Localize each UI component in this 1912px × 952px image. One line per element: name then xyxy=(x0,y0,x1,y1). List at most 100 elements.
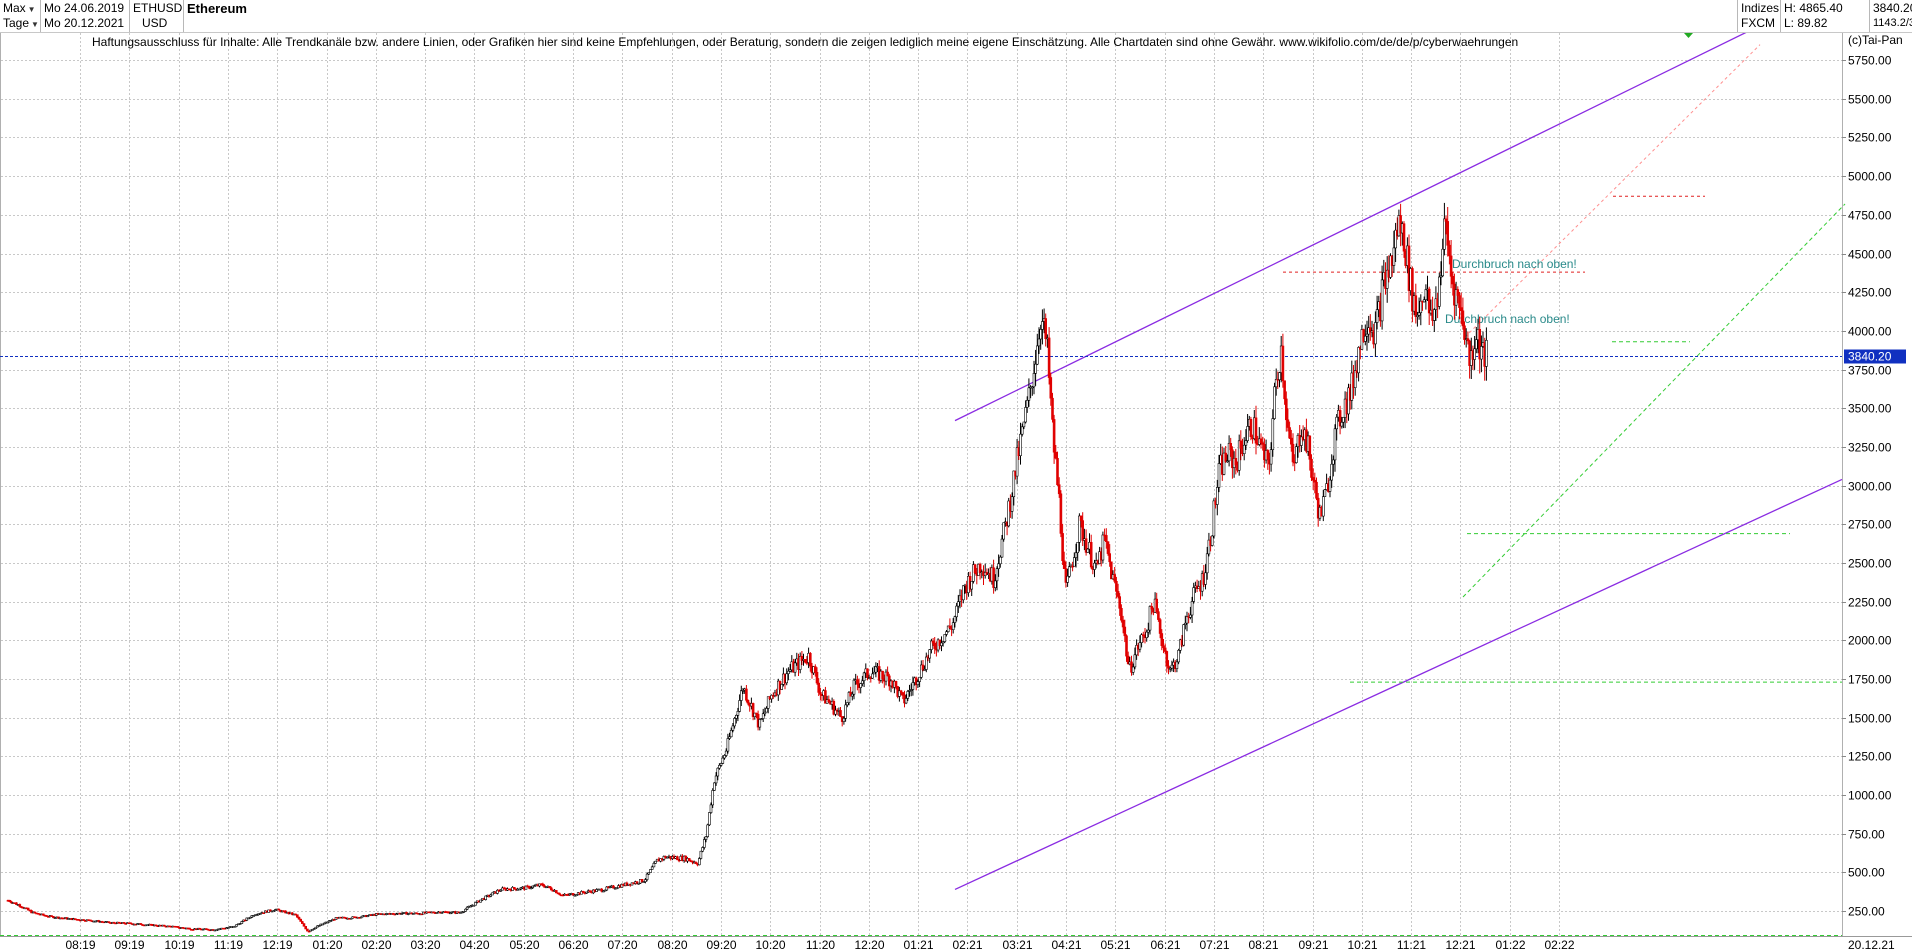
candle-body xyxy=(1163,647,1167,652)
candle-body xyxy=(122,922,126,924)
candle-body xyxy=(724,750,728,756)
candle-body xyxy=(615,887,619,890)
candle-body xyxy=(708,812,711,826)
candle-body xyxy=(1133,654,1137,668)
candle-body xyxy=(1157,611,1160,620)
candle-body xyxy=(1073,557,1076,567)
candle-body xyxy=(1160,633,1164,646)
candle-body xyxy=(1454,289,1458,306)
green-support-diagonal xyxy=(1462,203,1846,598)
candle-body xyxy=(761,713,765,719)
candle-body xyxy=(738,700,741,712)
date-from: Mo 24.06.2019 xyxy=(44,1,125,15)
candle-body xyxy=(955,605,958,618)
candle-body xyxy=(41,913,45,916)
chart-header: Max ▼ Tage ▼ Mo 24.06.2019 Mo 20.12.2021 E… xyxy=(0,0,1912,33)
candle-body xyxy=(1466,338,1470,342)
candle-body xyxy=(1079,515,1083,521)
y-tick-label: 5000.00 xyxy=(1848,170,1892,184)
candle-body xyxy=(326,921,329,924)
candle-body xyxy=(676,856,679,861)
y-tick-label: 2000.00 xyxy=(1848,634,1892,648)
candle-body xyxy=(1357,347,1360,374)
lower-trend-channel xyxy=(954,478,1843,891)
candle-body xyxy=(1332,459,1335,465)
high-value: H: 4865.40 xyxy=(1784,1,1843,15)
candle-body xyxy=(262,912,266,915)
x-tick-label: 10:19 xyxy=(164,938,194,952)
x-tick-label: 04:21 xyxy=(1051,938,1081,952)
candle-body xyxy=(1210,535,1214,546)
candle-body xyxy=(1074,552,1078,558)
candle-body xyxy=(956,601,960,607)
candle-body xyxy=(302,923,306,927)
candle-body xyxy=(904,698,908,704)
candle-body xyxy=(549,887,553,891)
candle-body xyxy=(1291,443,1295,463)
candle-body xyxy=(605,886,609,891)
x-tick-label: 03:21 xyxy=(1002,938,1032,952)
candle-body xyxy=(713,782,716,791)
candle-body xyxy=(1414,295,1418,318)
candle-body xyxy=(359,916,363,919)
candle-body xyxy=(1105,535,1108,543)
candle-body xyxy=(649,869,652,873)
candle-body xyxy=(1433,309,1436,321)
x-tick-label: 03:20 xyxy=(410,938,440,952)
date-range: Mo 24.06.2019 Mo 20.12.2021 xyxy=(41,0,130,32)
candle-body xyxy=(850,693,854,697)
chevron-down-icon[interactable]: ▼ xyxy=(27,5,36,14)
candle-body xyxy=(1234,457,1238,466)
candle-body xyxy=(1380,279,1384,322)
x-tick-label: 08:21 xyxy=(1248,938,1278,952)
candle-body xyxy=(1205,553,1209,574)
range-selector[interactable]: Max ▼ Tage ▼ xyxy=(0,0,41,32)
candle-body xyxy=(1116,591,1120,597)
candle-body xyxy=(697,858,701,866)
candle-body xyxy=(941,641,945,644)
candle-body xyxy=(1271,418,1275,451)
x-tick-label: 05:21 xyxy=(1100,938,1130,952)
candle-body xyxy=(1338,410,1342,427)
x-tick-label: 07:20 xyxy=(607,938,637,952)
candle-body xyxy=(524,885,528,890)
candle-body xyxy=(845,702,849,706)
candle-body xyxy=(726,738,730,752)
candle-body xyxy=(188,927,191,930)
candle-body xyxy=(176,926,180,928)
candle-body xyxy=(18,904,22,907)
x-tick-label: 09:19 xyxy=(114,938,144,952)
currency: USD xyxy=(142,16,168,30)
candle-body xyxy=(961,585,965,601)
candle-body xyxy=(1244,440,1248,446)
candle-body xyxy=(650,866,654,870)
candle-body xyxy=(908,690,911,692)
candle-body xyxy=(1239,440,1243,449)
candle-body xyxy=(1323,489,1327,498)
candle-body xyxy=(745,688,748,701)
candle-body xyxy=(898,690,901,697)
candle-body xyxy=(1167,665,1170,669)
candle-body xyxy=(874,666,878,673)
chevron-down-icon[interactable]: ▼ xyxy=(31,20,39,29)
candle-body xyxy=(304,925,308,930)
candle-body xyxy=(770,694,773,700)
candle-body xyxy=(721,757,725,764)
candle-body xyxy=(862,672,866,682)
candle-body xyxy=(1237,440,1241,471)
candle-body xyxy=(793,662,797,673)
candle-body xyxy=(1411,268,1414,312)
candle-body xyxy=(528,885,531,889)
annotation-breakout-2: Durchbruch nach oben! xyxy=(1445,312,1570,326)
candle-body xyxy=(1478,328,1481,360)
x-tick-label: 06:21 xyxy=(1150,938,1180,952)
candle-body xyxy=(1385,269,1389,289)
candle-body xyxy=(780,683,784,690)
candle-body xyxy=(691,860,694,863)
candle-body xyxy=(1274,378,1278,388)
chart-title: Ethereum xyxy=(187,1,247,16)
group-cell: Indizes FXCM xyxy=(1738,0,1781,32)
candle-body xyxy=(635,881,639,884)
y-tick-label: 1750.00 xyxy=(1848,673,1892,687)
